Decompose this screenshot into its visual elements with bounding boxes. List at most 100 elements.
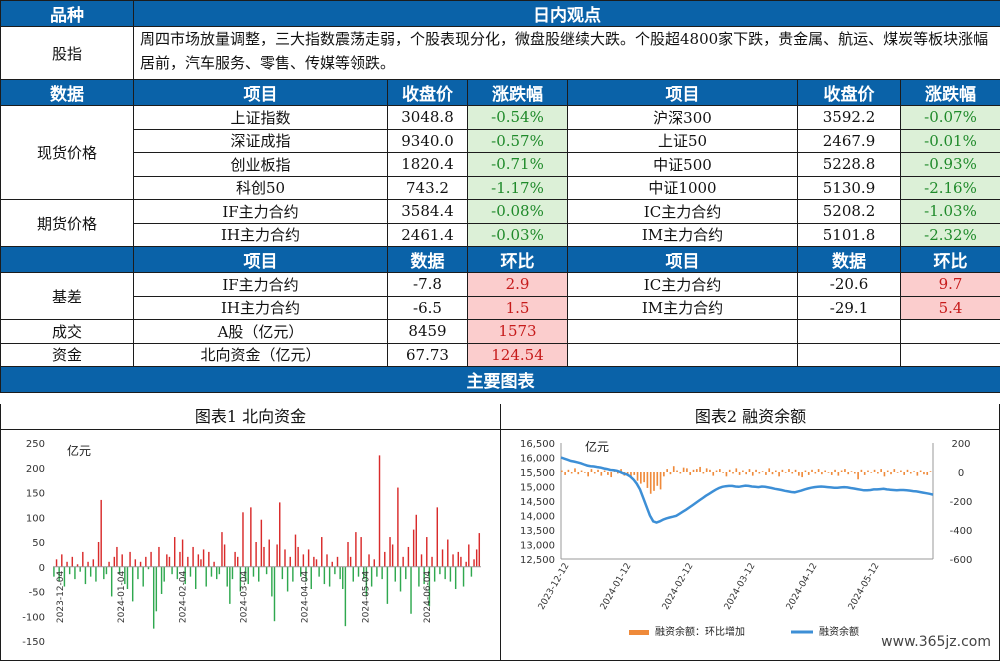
bar — [176, 566, 179, 580]
bar — [321, 537, 323, 567]
price-header-item-2: 项目 — [567, 79, 798, 106]
spot-price-right: 3592.2 — [797, 105, 901, 130]
bar — [470, 566, 473, 577]
bar — [108, 561, 110, 567]
capital-item: 北向资金（亿元） — [133, 342, 388, 367]
change-bar — [597, 469, 599, 472]
bar — [462, 566, 465, 587]
bar — [307, 549, 310, 567]
bar — [226, 566, 228, 587]
spot-name-left: 深证成指 — [133, 128, 388, 153]
bar — [200, 559, 202, 567]
bar — [231, 566, 234, 580]
bar — [197, 554, 200, 567]
left-y-tick-label: 15,000 — [520, 483, 555, 494]
change-bar — [929, 471, 932, 472]
bar — [68, 566, 71, 575]
change-bar — [863, 472, 866, 475]
futures-change-left: -0.08% — [467, 199, 568, 224]
change-bar — [607, 472, 609, 475]
change-bar — [853, 472, 856, 474]
bar — [208, 551, 210, 567]
bar — [352, 566, 354, 582]
change-bar — [844, 469, 846, 472]
price-header-close-2: 收盘价 — [797, 79, 901, 106]
bar — [53, 566, 55, 577]
change-bar — [903, 472, 906, 475]
bar — [457, 551, 460, 567]
bar — [152, 566, 155, 629]
bar — [397, 487, 399, 567]
watermark: www.365jz.com — [881, 634, 991, 650]
category-header: 品种 — [0, 0, 134, 27]
left-y-tick-label: 14,500 — [520, 497, 555, 508]
bar — [145, 556, 147, 567]
left-y-tick-label: 13,500 — [520, 526, 555, 537]
change-bar — [909, 472, 912, 474]
capital-ratio: 124.54 — [467, 342, 568, 367]
bar — [433, 566, 436, 582]
change-bar — [919, 470, 922, 472]
northbound-capital-chart: -150 -100 -50 0 50 100 150 200 250 亿元 2023-12-04 20… — [22, 439, 481, 648]
bar — [318, 566, 320, 577]
change-bar — [682, 467, 685, 472]
change-bar — [837, 472, 840, 476]
bar — [420, 554, 423, 567]
left-y-tick-label: 16,500 — [520, 439, 555, 450]
change-bar — [695, 469, 698, 472]
futures-change-right: -1.03% — [900, 199, 1000, 224]
bar — [105, 566, 108, 575]
data-header-data-1: 数据 — [387, 246, 468, 273]
chart2-panel: 图表2 融资余额 12,500 13,000 13,500 14,000 14,500 1… — [501, 404, 1000, 661]
spot-change-right: -0.93% — [900, 152, 1000, 177]
bar — [284, 549, 286, 567]
bar — [279, 502, 281, 567]
bar — [370, 566, 373, 587]
bar — [247, 566, 249, 585]
bar — [407, 546, 410, 567]
bar — [131, 566, 134, 602]
change-bar — [830, 472, 833, 475]
bar — [255, 542, 257, 567]
bar — [158, 546, 160, 567]
volume-ratio: 1573 — [467, 319, 568, 344]
spot-name-right: 中证1000 — [567, 175, 798, 200]
left-y-tick-label: 12,500 — [520, 555, 555, 566]
spot-price-left: 743.2 — [387, 175, 468, 200]
spot-name-right: 上证50 — [567, 128, 798, 153]
change-bar — [755, 469, 757, 472]
bar — [394, 566, 396, 582]
change-bar — [860, 469, 863, 472]
bar — [192, 546, 194, 567]
spot-price-right: 5130.9 — [797, 175, 901, 200]
bar — [76, 564, 79, 567]
spot-change-left: -1.17% — [467, 175, 568, 200]
bar — [292, 566, 294, 582]
bar — [116, 546, 118, 567]
data-header-data-2: 数据 — [797, 246, 901, 273]
x-tick-label: 2024-04-04 — [301, 570, 311, 623]
change-bar — [774, 470, 777, 472]
bar — [218, 566, 221, 575]
change-bar — [570, 472, 573, 474]
data-header-item-2: 项目 — [567, 246, 798, 273]
x-tick-label: 2024-02-04 — [178, 570, 188, 623]
chart1-panel: 图表1 北向资金 -150 -100 -50 0 50 100 150 200 250 亿元 202… — [1, 404, 501, 661]
bar — [315, 559, 318, 567]
bar — [454, 566, 457, 590]
bar — [355, 532, 357, 567]
bar — [234, 551, 236, 567]
bar — [426, 537, 428, 567]
bar — [260, 519, 263, 567]
data-header-blank — [0, 246, 134, 273]
price-header-data: 数据 — [0, 79, 134, 106]
bar — [258, 566, 260, 582]
bar — [423, 566, 425, 585]
bar — [368, 554, 370, 567]
futures-price-right: 5208.2 — [797, 199, 901, 224]
bar — [55, 559, 58, 567]
bar — [449, 566, 452, 582]
change-bar — [643, 472, 645, 483]
change-bar — [689, 472, 692, 475]
